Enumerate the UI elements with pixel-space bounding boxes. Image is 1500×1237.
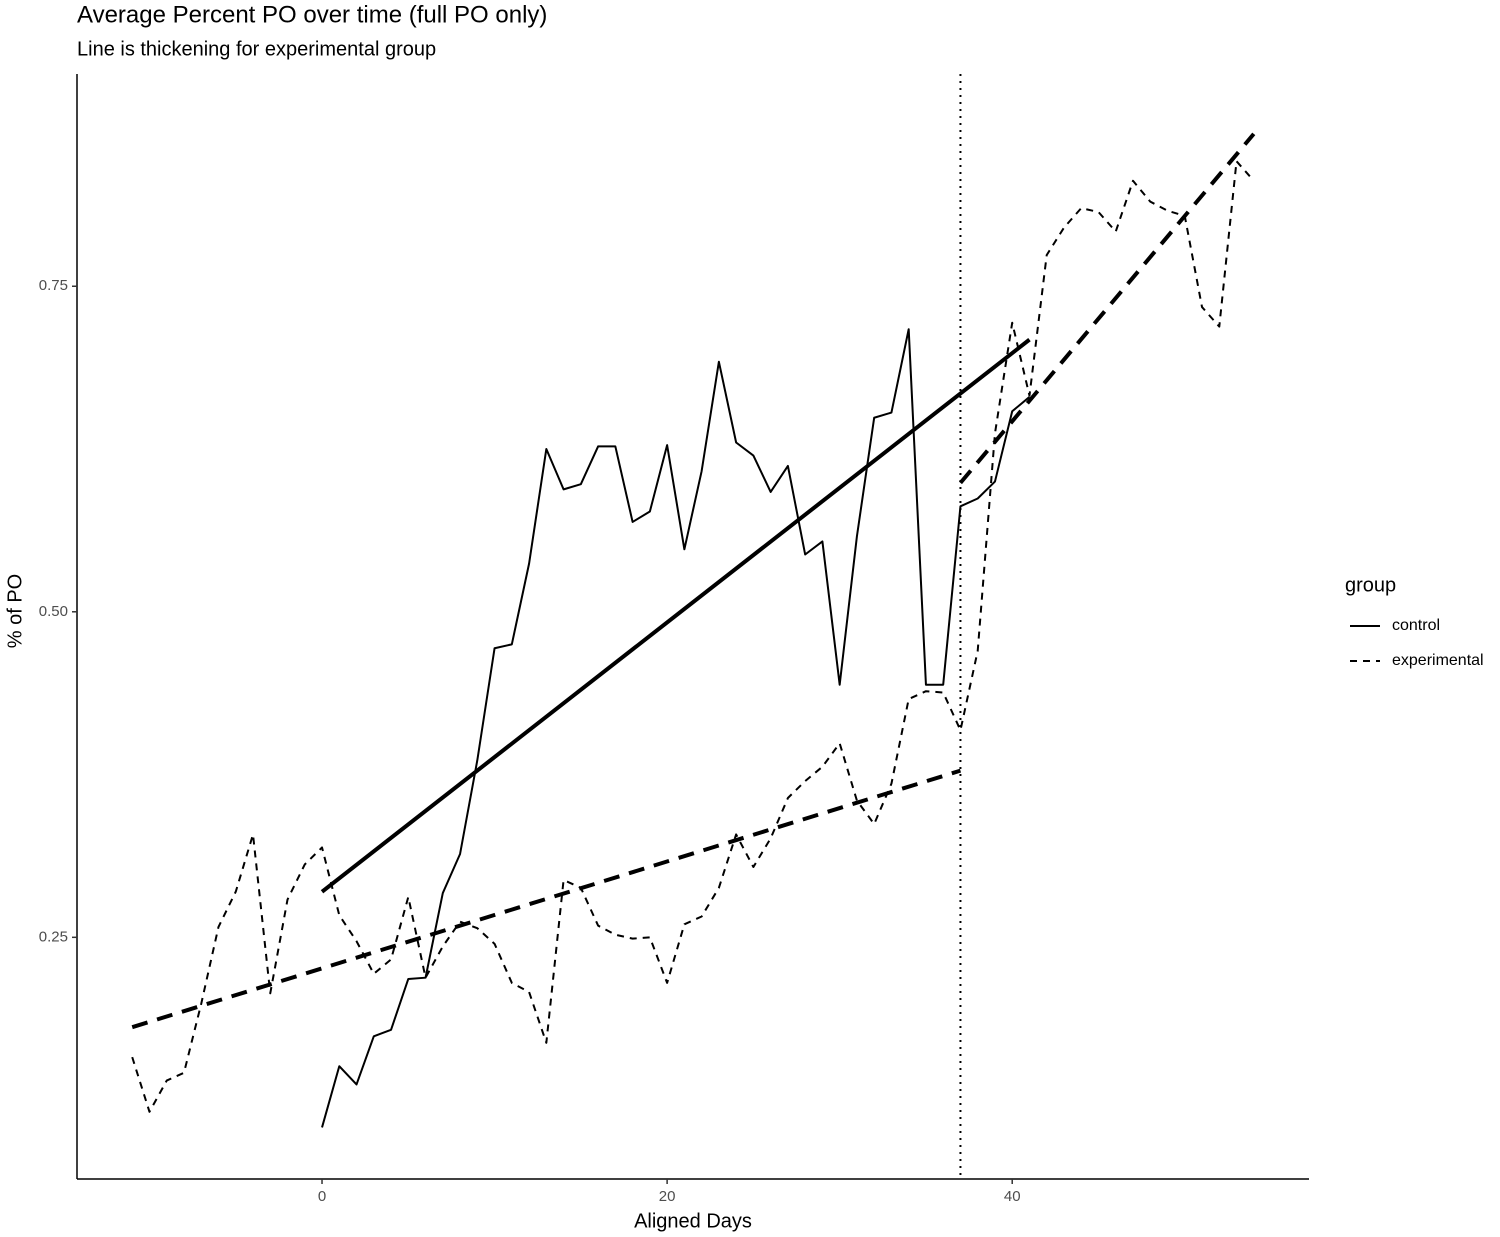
trend-line [958, 132, 1256, 485]
y-tick-label: 0.50 [39, 603, 68, 620]
series-line [131, 160, 1255, 1113]
x-tick-label: 20 [659, 1188, 676, 1205]
trend-line [320, 338, 1031, 894]
legend-label: control [1392, 617, 1440, 634]
series-line [321, 328, 1031, 1128]
x-tick-label: 40 [1004, 1188, 1021, 1205]
x-axis-label: Aligned Days [634, 1210, 752, 1232]
trend-line [131, 768, 962, 1030]
x-tick-label: 0 [318, 1188, 326, 1205]
y-axis-label: % of PO [4, 574, 26, 648]
y-tick-label: 0.75 [39, 277, 68, 294]
chart-title: Average Percent PO over time (full PO on… [77, 1, 547, 28]
legend-title: group [1345, 574, 1396, 596]
chart-subtitle: Line is thickening for experimental grou… [77, 38, 436, 60]
legend-label: experimental [1392, 652, 1484, 669]
y-tick-label: 0.25 [39, 928, 68, 945]
